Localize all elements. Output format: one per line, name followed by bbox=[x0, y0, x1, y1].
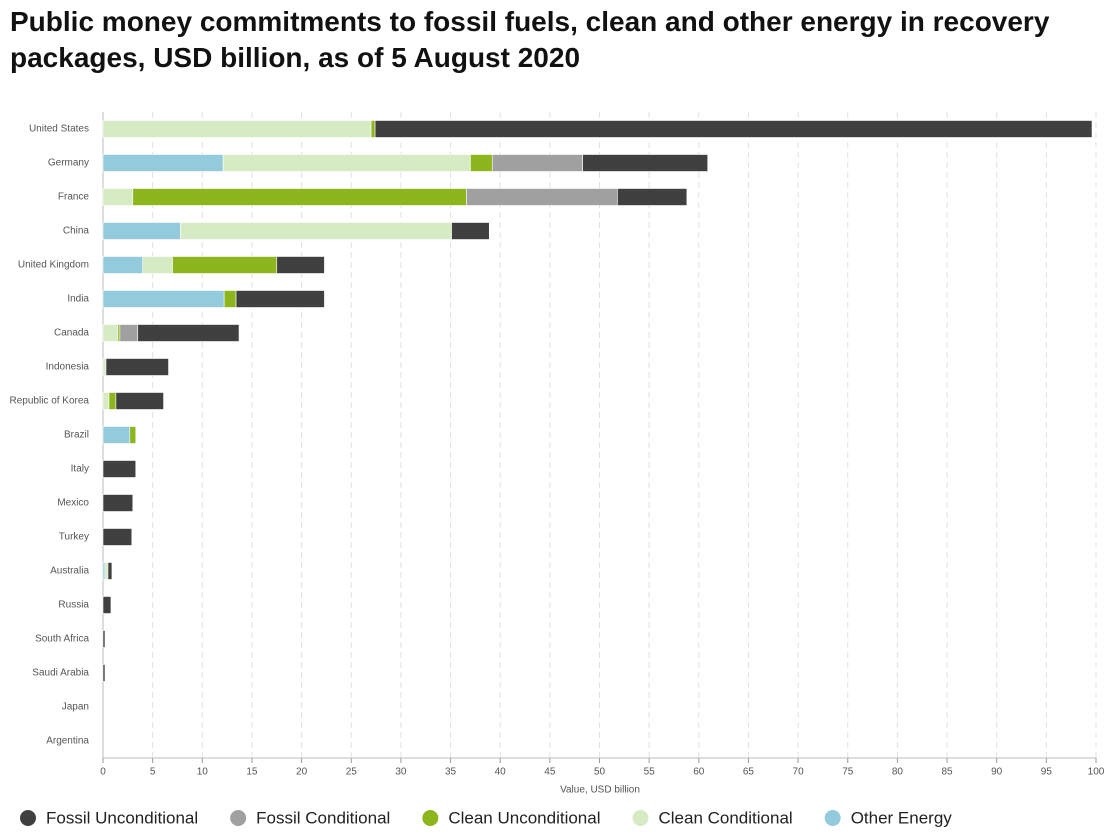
bar-segment bbox=[374, 120, 1093, 138]
y-tick-label: Russia bbox=[58, 600, 89, 611]
bar-segment bbox=[102, 664, 106, 682]
bar-segment bbox=[102, 630, 106, 648]
legend-marker bbox=[20, 810, 36, 826]
bar-segment bbox=[105, 358, 169, 376]
x-tick-label: 30 bbox=[395, 767, 407, 778]
bar-segment bbox=[451, 222, 490, 240]
x-axis-title: Value, USD billion bbox=[560, 785, 640, 796]
x-tick-label: 25 bbox=[346, 767, 358, 778]
x-tick-label: 55 bbox=[644, 767, 656, 778]
bar-segment bbox=[276, 256, 325, 274]
x-tick-label: 100 bbox=[1088, 767, 1105, 778]
bar-segment bbox=[102, 256, 144, 274]
bar-segment bbox=[107, 562, 113, 580]
legend-marker bbox=[230, 810, 247, 826]
bar-segment bbox=[617, 188, 688, 206]
bar-segment bbox=[470, 154, 493, 172]
y-tick-label: Canada bbox=[54, 328, 89, 339]
bar-segment bbox=[180, 222, 452, 240]
bar-segment bbox=[370, 120, 376, 138]
bar-segment bbox=[223, 290, 237, 308]
bar-segment bbox=[108, 392, 117, 410]
y-tick-label: Germany bbox=[48, 158, 89, 169]
y-tick-label: Argentina bbox=[46, 736, 89, 747]
y-tick-label: United States bbox=[29, 124, 89, 135]
bar-segment bbox=[129, 426, 137, 444]
x-tick-label: 50 bbox=[594, 767, 606, 778]
x-tick-label: 90 bbox=[991, 767, 1003, 778]
x-tick-label: 45 bbox=[544, 767, 556, 778]
bar-segment bbox=[102, 120, 372, 138]
legend-label: Clean Unconditional bbox=[448, 808, 600, 827]
x-tick-label: 15 bbox=[246, 767, 258, 778]
y-tick-label: Republic of Korea bbox=[10, 396, 90, 407]
y-tick-label: Mexico bbox=[57, 498, 89, 509]
legend-label: Fossil Conditional bbox=[256, 808, 390, 827]
y-tick-label: China bbox=[63, 226, 90, 237]
x-tick-label: 0 bbox=[100, 767, 106, 778]
y-tick-label: Saudi Arabia bbox=[32, 668, 89, 679]
y-tick-label: France bbox=[58, 192, 90, 203]
y-tick-label: Indonesia bbox=[46, 362, 90, 373]
x-tick-label: 65 bbox=[743, 767, 755, 778]
y-tick-label: United Kingdom bbox=[18, 260, 89, 271]
bar-segment bbox=[235, 290, 325, 308]
x-tick-label: 60 bbox=[693, 767, 705, 778]
legend-marker bbox=[632, 810, 649, 826]
y-tick-label: Japan bbox=[62, 702, 89, 713]
y-tick-label: South Africa bbox=[35, 634, 89, 645]
bar-segment bbox=[102, 528, 133, 546]
x-tick-label: 40 bbox=[495, 767, 507, 778]
y-tick-label: India bbox=[67, 294, 89, 305]
legend-label: Fossil Unconditional bbox=[46, 808, 198, 827]
bar-segment bbox=[102, 358, 107, 376]
chart-title: Public money commitments to fossil fuels… bbox=[10, 6, 1050, 73]
x-tick-label: 80 bbox=[892, 767, 904, 778]
bar-segment bbox=[222, 154, 471, 172]
x-tick-label: 70 bbox=[793, 767, 805, 778]
bar-segment bbox=[102, 324, 119, 342]
bar-segment bbox=[115, 392, 164, 410]
x-tick-label: 10 bbox=[197, 767, 209, 778]
legend-label: Clean Conditional bbox=[658, 808, 792, 827]
x-tick-label: 85 bbox=[941, 767, 953, 778]
bar-segment bbox=[102, 154, 224, 172]
bar-segment bbox=[102, 596, 112, 614]
bar-segment bbox=[102, 222, 181, 240]
bar-segment bbox=[142, 256, 173, 274]
bar-segment bbox=[172, 256, 278, 274]
bar-segment bbox=[137, 324, 240, 342]
legend-label: Other Energy bbox=[851, 808, 953, 827]
bar-segment bbox=[102, 188, 134, 206]
bar-segment bbox=[104, 562, 109, 580]
bar-segment bbox=[491, 154, 583, 172]
bar-segment bbox=[102, 460, 137, 478]
y-tick-label: Turkey bbox=[59, 532, 89, 543]
bar-segment bbox=[119, 324, 139, 342]
y-tick-label: Brazil bbox=[64, 430, 89, 441]
bar-segment bbox=[466, 188, 618, 206]
legend-marker bbox=[422, 810, 439, 826]
bar-segment bbox=[132, 188, 467, 206]
x-tick-label: 35 bbox=[445, 767, 457, 778]
x-tick-label: 75 bbox=[842, 767, 854, 778]
y-tick-label: Australia bbox=[50, 566, 89, 577]
legend-marker bbox=[824, 810, 841, 826]
bar-segment bbox=[102, 290, 225, 308]
x-tick-label: 20 bbox=[296, 767, 308, 778]
bar-segment bbox=[102, 426, 131, 444]
bar-segment bbox=[582, 154, 709, 172]
y-tick-label: Italy bbox=[71, 464, 89, 475]
x-tick-label: 5 bbox=[150, 767, 156, 778]
x-tick-label: 95 bbox=[1041, 767, 1053, 778]
bar-segment bbox=[102, 392, 110, 410]
bar-segment bbox=[102, 494, 134, 512]
